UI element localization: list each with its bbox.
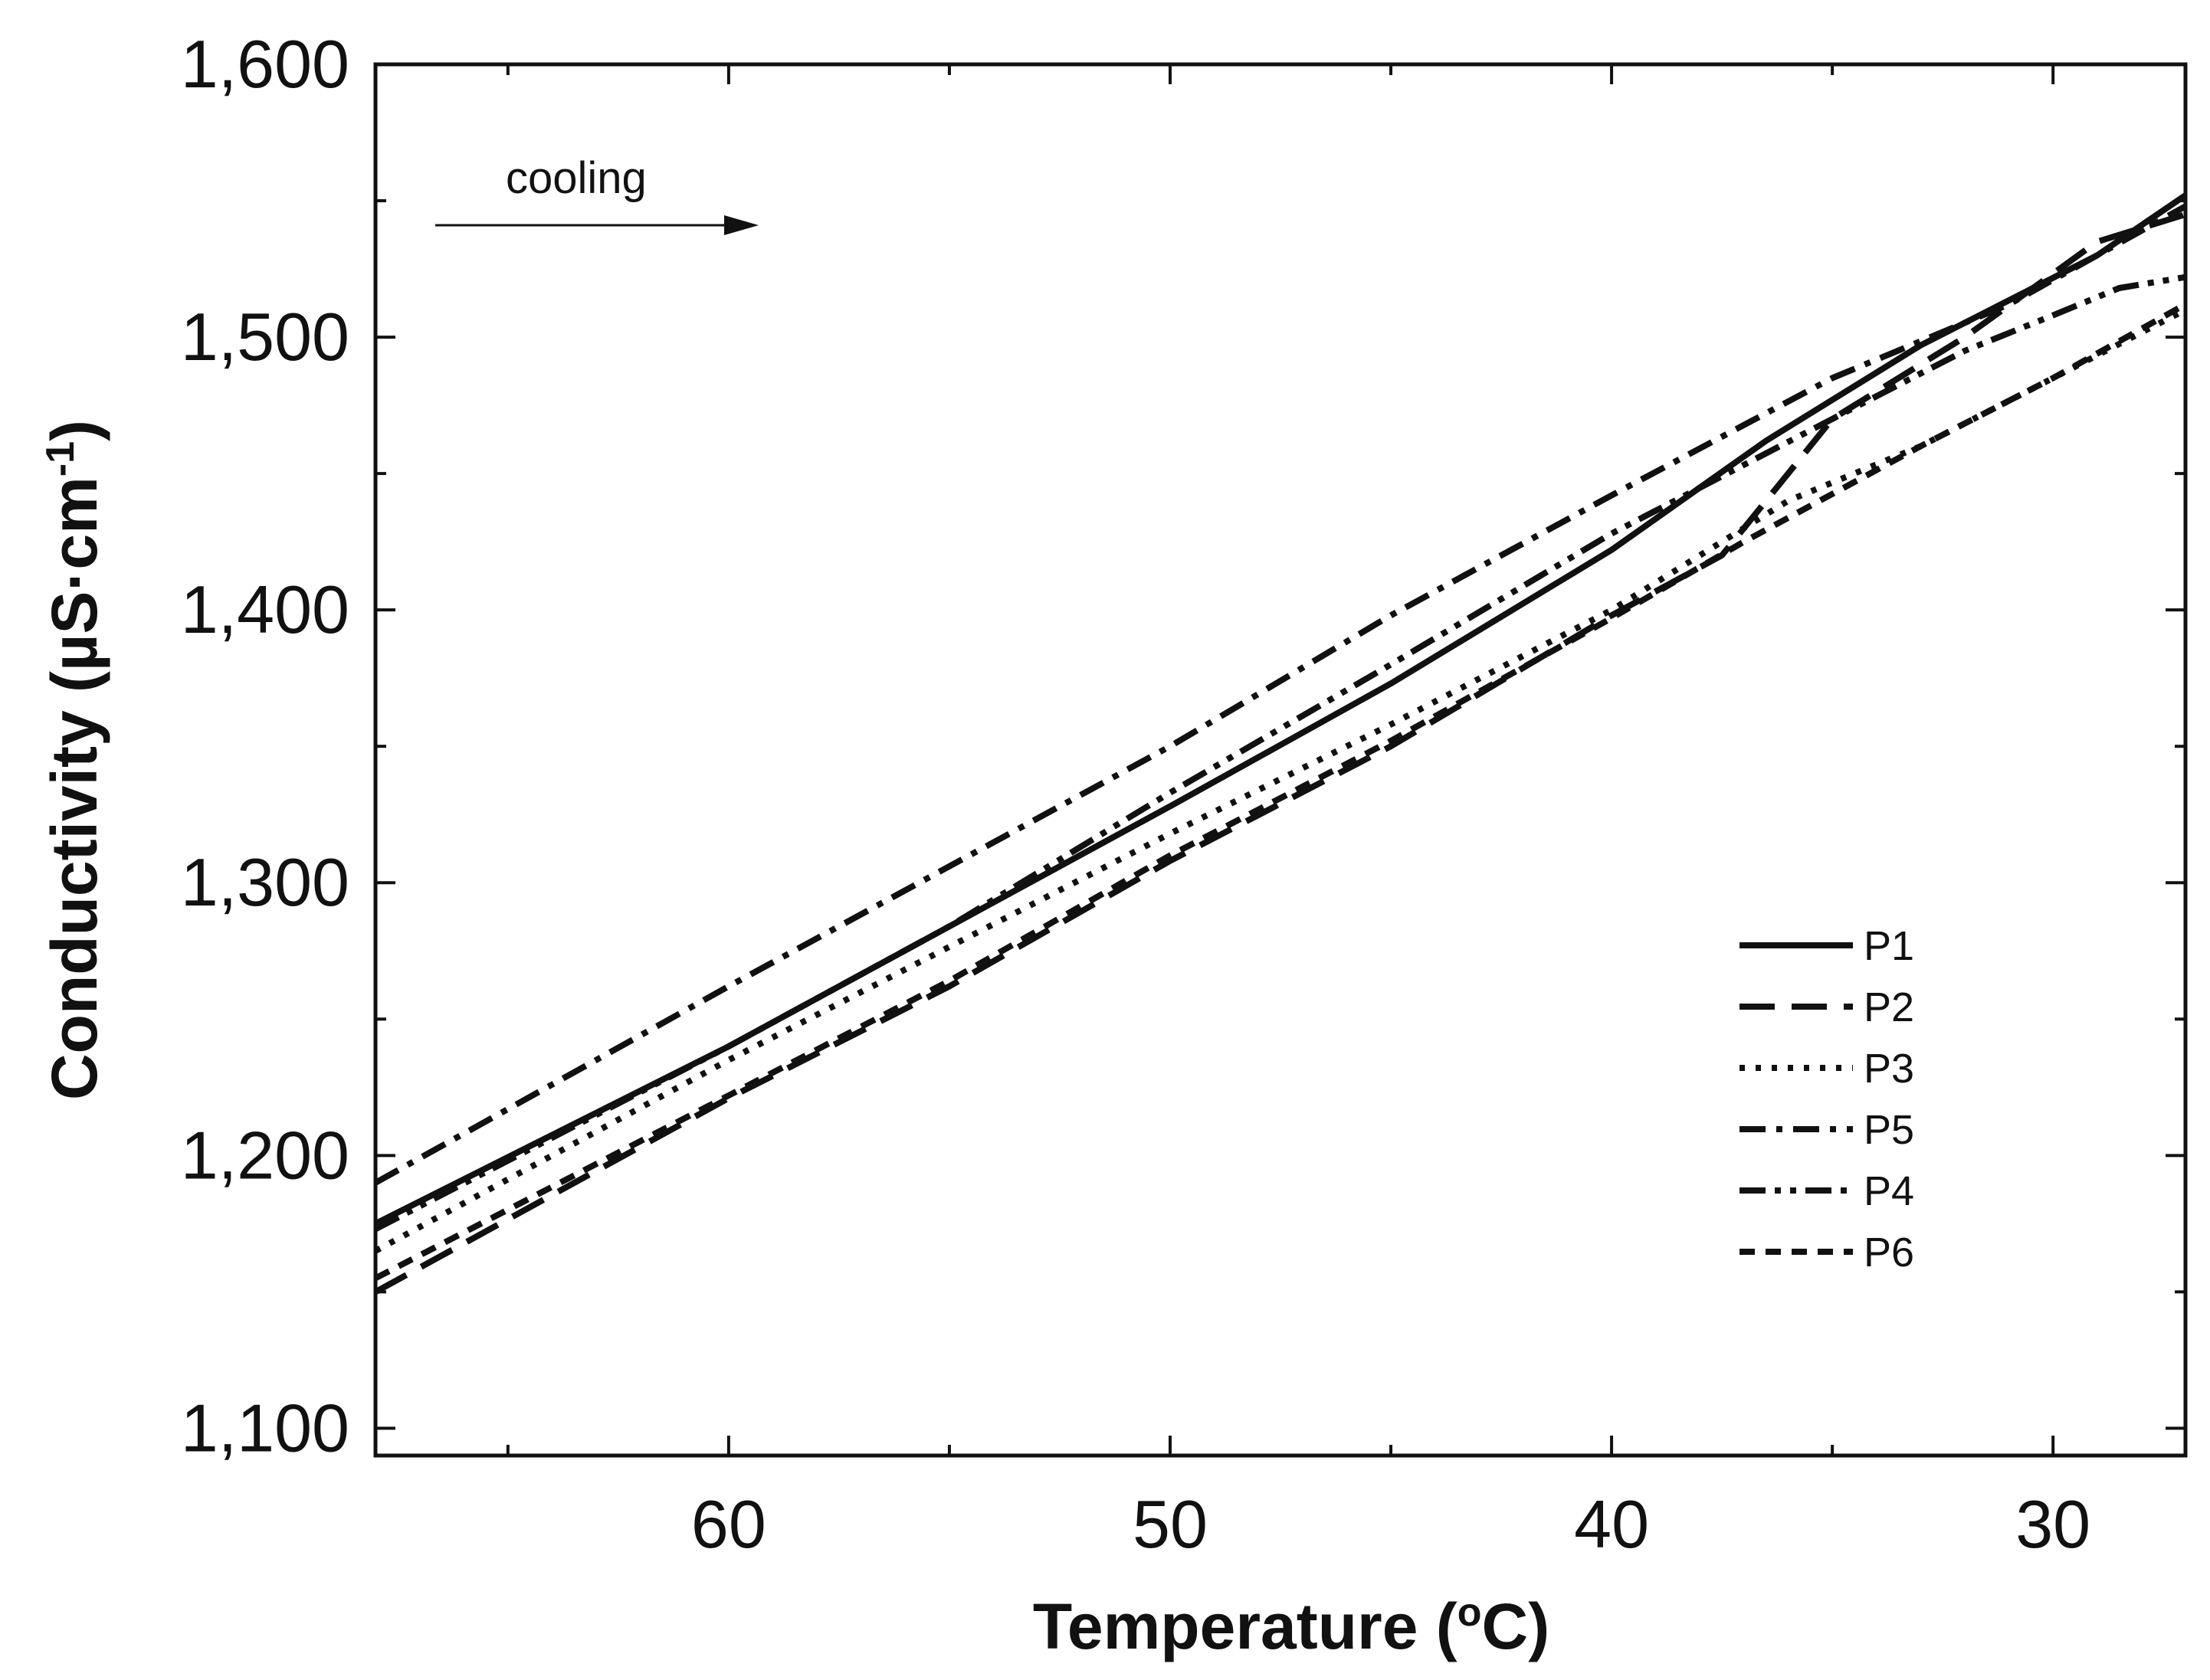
arrow-right-icon [435,215,759,235]
tick-labels: 60 50 40 30 1,100 1,200 1,300 1,400 1,500 1,600 [181,26,2090,1562]
legend-label-p6: P6 [1864,1230,1914,1276]
series-line-p2 [374,211,2187,1295]
y-tick-label-1500: 1,500 [181,299,349,375]
y-tick-label-1600: 1,600 [181,26,349,102]
series-line-p3 [374,306,2187,1254]
legend-label-p1: P1 [1864,923,1914,969]
legend: P1 P2 P3 P5 P4 P6 [1739,923,1914,1276]
x-tick-label-40: 40 [1574,1486,1649,1562]
y-tick-label-1100: 1,100 [181,1390,349,1465]
legend-label-p3: P3 [1864,1046,1914,1092]
annotation-cooling: cooling [506,153,647,203]
y-axis-title: Conductivity (µS·cm-1) [38,420,110,1100]
x-tick-label-50: 50 [1133,1486,1208,1562]
x-axis-title: Temperature (oC) [1033,1590,1549,1662]
plot-frame [373,62,2188,1458]
y-tick-label-1300: 1,300 [181,844,349,920]
legend-label-p2: P2 [1864,984,1914,1030]
legend-label-p4: P4 [1864,1168,1914,1214]
x-tick-label-30: 30 [2015,1486,2090,1562]
series-lines [374,192,2188,1295]
series-line-p4 [374,273,2186,1233]
series-line-p6 [374,301,2187,1282]
legend-label-p5: P5 [1864,1107,1914,1153]
y-tick-label-1400: 1,400 [181,571,349,647]
y-tick-label-1200: 1,200 [181,1117,349,1193]
series-line-p5 [374,203,2187,1186]
x-tick-label-60: 60 [691,1486,766,1562]
